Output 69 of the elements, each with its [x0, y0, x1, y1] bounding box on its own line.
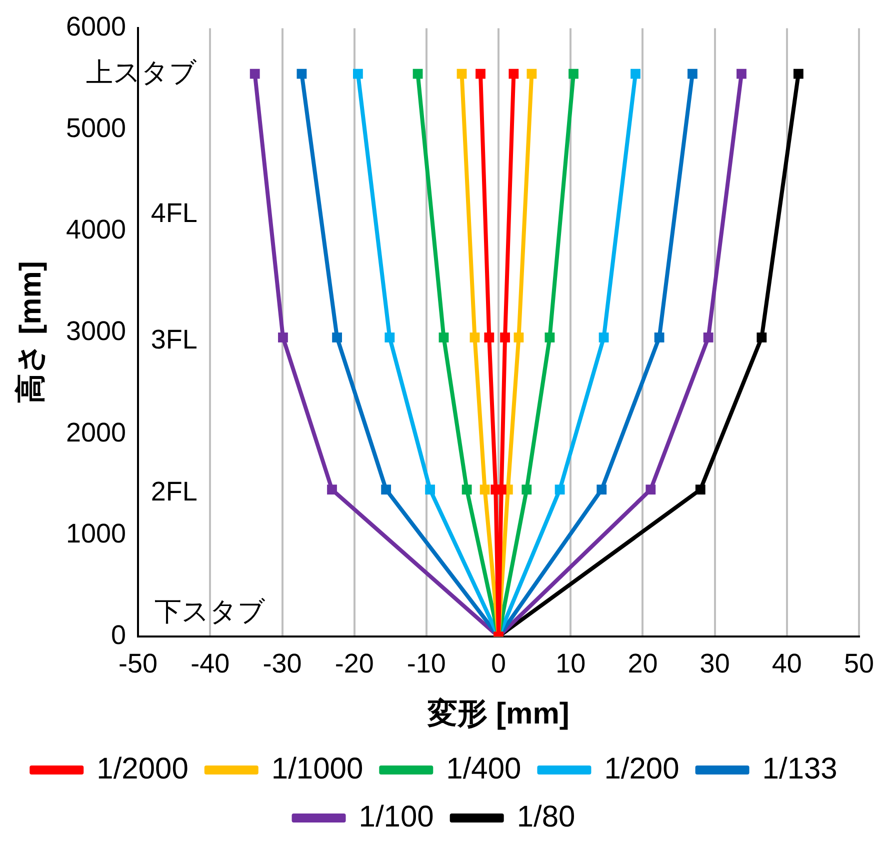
point	[278, 332, 288, 342]
y-tick-label: 4000	[66, 214, 126, 244]
annotation: 下スタブ	[154, 596, 266, 627]
x-tick-label: 40	[772, 648, 802, 678]
y-tick-label: 1000	[66, 518, 126, 549]
legend-label: 1/200	[604, 752, 680, 786]
point	[412, 68, 423, 79]
point	[646, 484, 656, 495]
point	[456, 68, 467, 79]
x-tick-label: -40	[190, 648, 230, 678]
x-tick-label: -10	[406, 648, 446, 678]
x-axis-title: 変形 [mm]	[426, 696, 570, 730]
point	[462, 484, 472, 495]
point	[598, 332, 609, 342]
legend-label: 1/1000	[271, 752, 364, 786]
point	[554, 484, 565, 495]
x-tick-label: 0	[491, 648, 506, 678]
point	[438, 332, 449, 342]
point	[508, 68, 519, 79]
point	[522, 484, 532, 495]
point	[496, 484, 506, 495]
x-tick-label: 10	[556, 648, 586, 678]
legend-label: 1/133	[762, 752, 838, 786]
x-tick-label: -20	[334, 648, 374, 678]
x-tick-label: 20	[628, 648, 658, 678]
point	[756, 332, 767, 342]
point	[327, 484, 337, 495]
point	[353, 68, 363, 79]
point	[654, 332, 664, 342]
point	[793, 68, 804, 79]
point	[526, 68, 537, 79]
x-tick-label: 30	[700, 648, 730, 678]
y-tick-label: 2000	[66, 417, 126, 448]
point	[296, 68, 307, 79]
point	[736, 68, 746, 79]
point	[381, 484, 392, 495]
legend-label: 1/80	[516, 800, 576, 834]
y-axis-title: 高さ [mm]	[13, 261, 48, 404]
legend-label: 1/2000	[96, 752, 188, 786]
y-tick-label: 0	[111, 620, 126, 650]
point	[695, 484, 706, 495]
annotation: 4FL	[150, 198, 198, 228]
point	[484, 332, 494, 342]
point	[425, 484, 435, 495]
point	[514, 332, 524, 342]
annotation: 3FL	[150, 324, 198, 354]
point	[500, 332, 510, 342]
point	[703, 332, 714, 342]
x-tick-label: 50	[844, 648, 874, 678]
point	[384, 332, 395, 342]
annotation: 上スタブ	[86, 57, 198, 88]
point	[480, 484, 490, 495]
annotation: 2FL	[150, 476, 198, 507]
point	[544, 332, 555, 342]
point	[688, 68, 698, 79]
legend-label: 1/100	[358, 800, 434, 834]
point	[332, 332, 342, 342]
x-tick-label: -30	[262, 648, 302, 678]
y-tick-label: 3000	[66, 316, 126, 346]
x-tick-label: -50	[118, 648, 158, 678]
y-tick-label: 5000	[66, 113, 126, 144]
point	[470, 332, 480, 342]
legend-label: 1/400	[446, 752, 522, 786]
point	[250, 68, 260, 79]
point	[476, 68, 486, 79]
y-tick-label: 6000	[66, 12, 126, 42]
point	[596, 484, 607, 495]
point	[630, 68, 640, 79]
point	[568, 68, 578, 79]
